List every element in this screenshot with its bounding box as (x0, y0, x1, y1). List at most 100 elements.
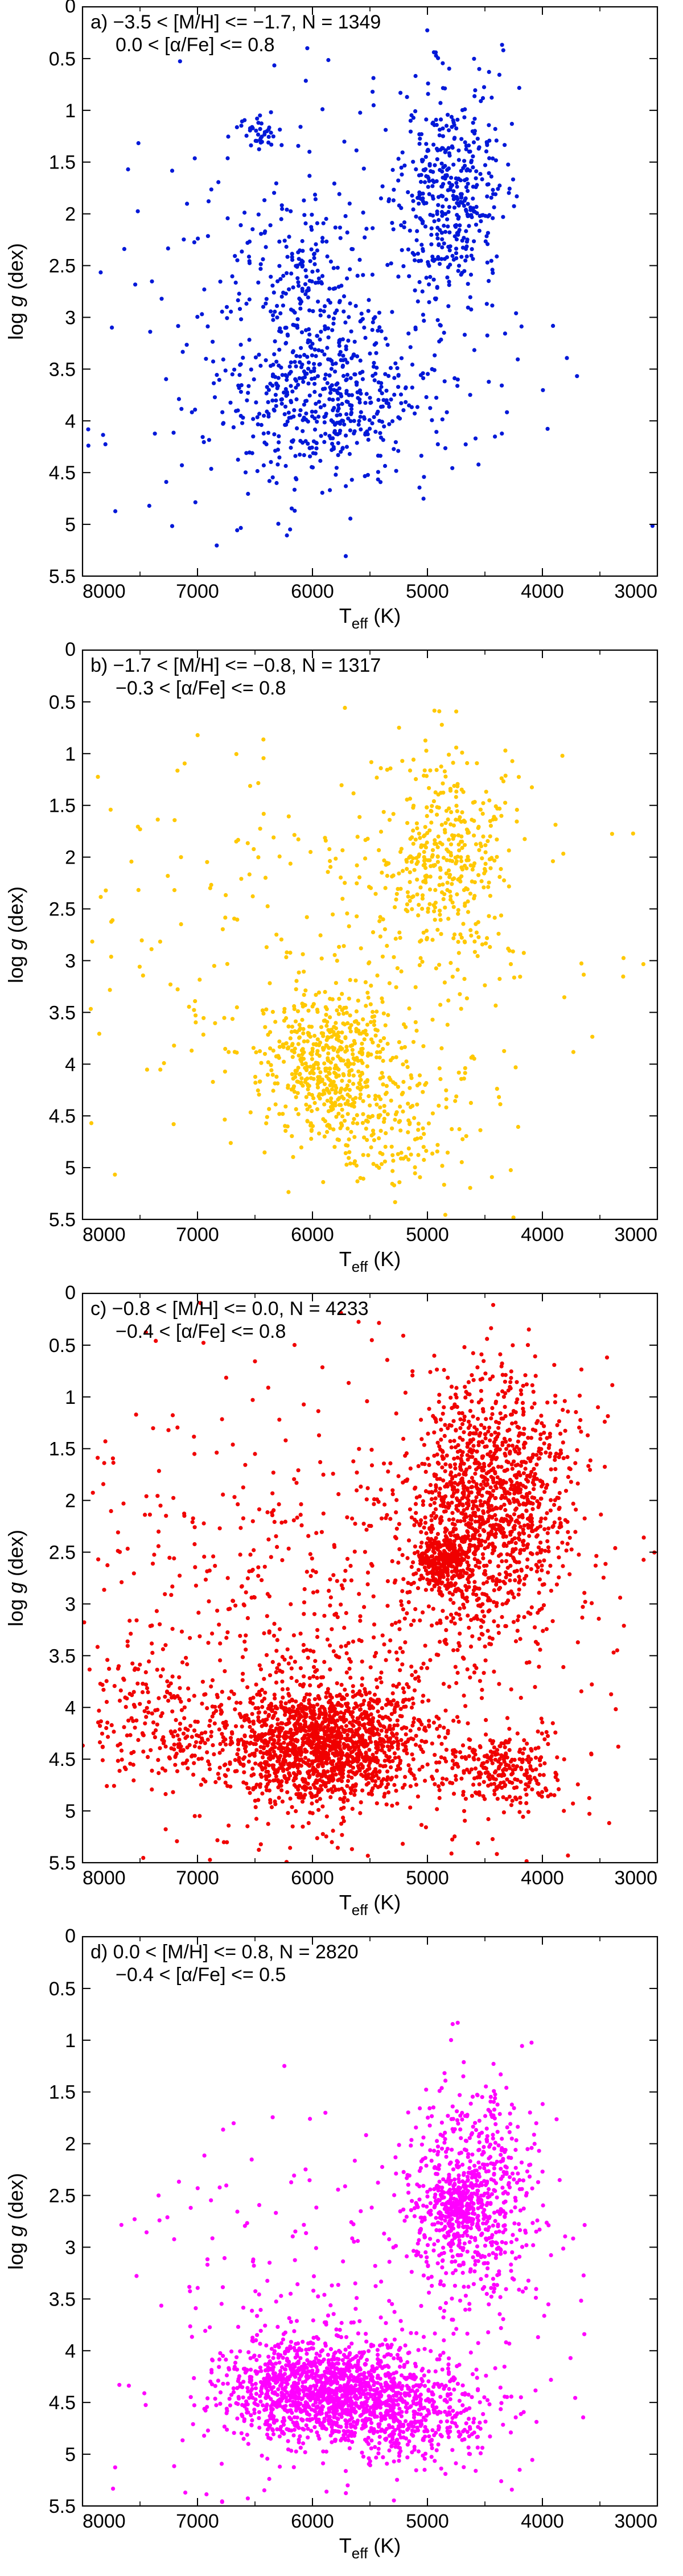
data-point (347, 1738, 352, 1743)
data-point (426, 906, 430, 911)
data-point (126, 167, 130, 172)
data-point (389, 397, 393, 402)
data-point (347, 1072, 352, 1077)
data-point (355, 863, 359, 868)
data-point (460, 1137, 465, 1141)
data-point (546, 1545, 551, 1550)
data-point (436, 834, 441, 839)
data-point (396, 157, 401, 161)
data-point (368, 351, 372, 356)
data-point (297, 1028, 302, 1032)
data-point (266, 1769, 270, 1774)
data-point (410, 362, 415, 367)
data-point (367, 1690, 372, 1695)
data-point (269, 142, 274, 147)
data-point (436, 56, 441, 60)
data-point (387, 1075, 392, 1080)
data-point (329, 367, 334, 371)
data-point (503, 1373, 508, 1377)
data-point (546, 1570, 550, 1575)
data-point (485, 260, 489, 265)
data-point (350, 1710, 355, 1715)
data-point (327, 1756, 331, 1760)
data-point (296, 1112, 301, 1116)
data-point (441, 1478, 446, 1483)
data-point (289, 360, 293, 365)
data-point (478, 1431, 483, 1436)
data-point (89, 1121, 94, 1125)
data-point (336, 1054, 340, 1059)
data-point (216, 1772, 220, 1776)
data-point (109, 955, 113, 959)
data-point (515, 1380, 519, 1384)
data-point (360, 1061, 365, 1065)
data-point (502, 878, 507, 883)
data-point (539, 1414, 544, 1418)
data-point (211, 1743, 215, 1748)
data-point (392, 376, 397, 380)
data-point (473, 436, 478, 441)
data-point (328, 865, 333, 869)
data-point (482, 1425, 487, 1430)
data-point (396, 415, 401, 420)
data-point (374, 1745, 378, 1750)
data-point (303, 1066, 307, 1070)
data-point (282, 412, 287, 417)
data-point (262, 198, 267, 203)
data-point (266, 414, 271, 419)
data-point (322, 309, 326, 314)
data-point (561, 1456, 566, 1460)
data-point (456, 842, 461, 847)
data-point (304, 1095, 308, 1099)
data-point (290, 1704, 295, 1709)
data-point (323, 304, 327, 309)
data-point (433, 841, 437, 846)
y-tick-label: 0 (65, 639, 76, 660)
data-point (285, 1687, 290, 1691)
data-point (356, 1086, 360, 1090)
data-point (435, 209, 439, 214)
data-point (497, 183, 502, 188)
data-point (301, 376, 305, 381)
data-point (237, 307, 242, 311)
data-point (335, 1033, 339, 1038)
data-point (422, 1157, 426, 1162)
data-point (444, 871, 449, 876)
data-point (392, 1183, 397, 1188)
data-point (495, 254, 499, 259)
data-point (320, 1804, 325, 1809)
data-point (351, 1733, 355, 1738)
data-point (259, 232, 264, 236)
data-point (426, 81, 430, 86)
data-point (454, 256, 459, 261)
data-point (474, 223, 479, 227)
data-point (385, 873, 390, 878)
data-point (491, 270, 495, 275)
data-point (529, 1605, 534, 1610)
data-point (302, 1039, 306, 1043)
data-point (455, 213, 459, 217)
data-point (267, 479, 271, 483)
data-point (487, 279, 491, 284)
data-point (204, 356, 208, 361)
data-point (299, 1059, 303, 1063)
data-point (453, 196, 458, 200)
data-point (213, 1021, 217, 1025)
data-point (101, 433, 105, 437)
data-point (438, 1724, 442, 1728)
data-point (454, 1681, 459, 1686)
data-point (222, 1016, 227, 1020)
data-point (415, 299, 420, 304)
data-point (292, 1709, 297, 1714)
data-point (345, 1021, 350, 1025)
data-point (369, 1731, 374, 1736)
data-point (328, 858, 332, 864)
data-point (225, 156, 230, 161)
data-point (437, 1734, 441, 1739)
data-point (266, 134, 271, 139)
data-point (240, 1678, 245, 1682)
data-point (554, 1582, 559, 1587)
data-point (289, 1655, 293, 1660)
data-point (361, 1112, 365, 1116)
x-tick-label: 5000 (406, 581, 449, 602)
